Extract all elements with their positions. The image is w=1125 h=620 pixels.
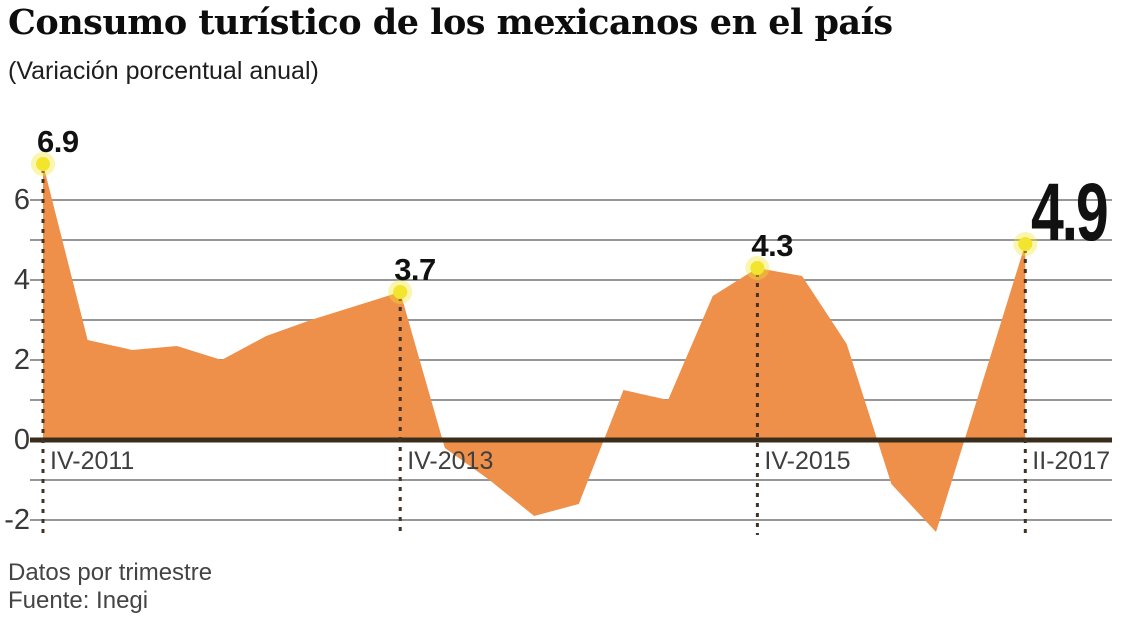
data-point-dot bbox=[1018, 237, 1033, 251]
dashed-guides bbox=[41, 169, 1027, 535]
data-point-dots bbox=[31, 152, 1038, 304]
page-title: Consumo turístico de los mexicanos en el… bbox=[8, 2, 893, 43]
data-point-dot bbox=[750, 261, 765, 275]
x-axis-label: IV-2015 bbox=[764, 447, 851, 475]
data-point-dot bbox=[36, 157, 50, 171]
footnote-line-2: Fuente: Inegi bbox=[8, 587, 149, 614]
data-label: 4.3 bbox=[751, 228, 793, 263]
data-label: 3.7 bbox=[394, 252, 436, 287]
y-tick-label: 6 bbox=[13, 184, 30, 216]
y-tick-label: 2 bbox=[13, 344, 30, 376]
x-axis-label: IV-2011 bbox=[50, 447, 135, 475]
footnote: Datos por trimestre Fuente: Inegi bbox=[8, 559, 212, 615]
footnote-line-1: Datos por trimestre bbox=[8, 559, 213, 586]
page-subtitle: (Variación porcentual anual) bbox=[8, 57, 319, 85]
data-label: 4.9 bbox=[1031, 167, 1109, 258]
y-tick-label: 0 bbox=[13, 424, 30, 456]
y-tick-label: -2 bbox=[4, 504, 30, 536]
y-tick-label: 4 bbox=[13, 264, 30, 296]
x-axis-label: II-2017 bbox=[1032, 447, 1111, 475]
x-axis-label: IV-2013 bbox=[407, 447, 494, 475]
data-point-dot bbox=[393, 285, 408, 299]
data-label: 6.9 bbox=[37, 124, 79, 159]
area-series bbox=[43, 164, 1026, 532]
